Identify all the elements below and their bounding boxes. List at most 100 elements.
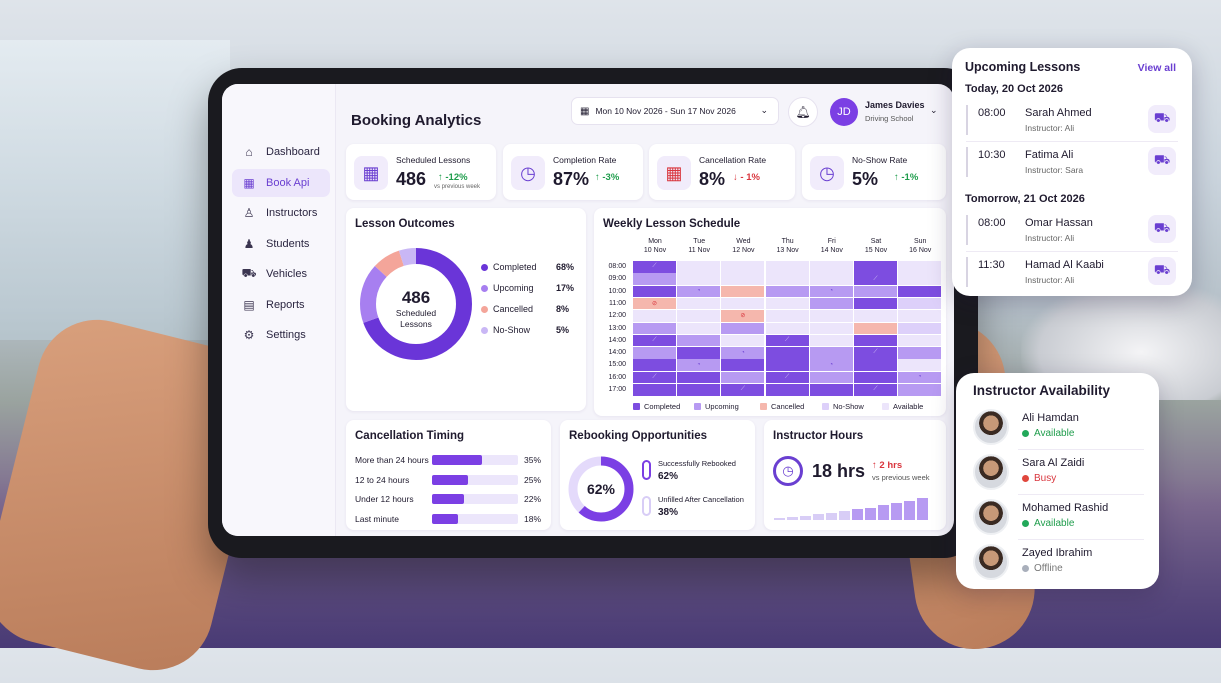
- schedule-cell[interactable]: [765, 359, 809, 371]
- schedule-cell[interactable]: [809, 384, 853, 396]
- schedule-cell[interactable]: ◔: [677, 359, 721, 371]
- schedule-cell[interactable]: [765, 261, 809, 273]
- schedule-cell[interactable]: ⟋: [765, 371, 809, 384]
- schedule-cell[interactable]: [898, 322, 942, 335]
- schedule-cell[interactable]: ⟋: [721, 384, 765, 396]
- schedule-cell[interactable]: [677, 310, 721, 322]
- schedule-cell[interactable]: [854, 297, 897, 310]
- schedule-cell[interactable]: [677, 347, 721, 359]
- sidebar-item-students[interactable]: ♟ Students: [232, 230, 330, 258]
- schedule-cell[interactable]: [809, 322, 853, 335]
- schedule-cell[interactable]: [633, 384, 676, 396]
- schedule-cell[interactable]: [677, 322, 721, 335]
- schedule-cell[interactable]: [898, 334, 942, 347]
- schedule-cell[interactable]: [677, 384, 721, 396]
- schedule-cell[interactable]: [809, 273, 853, 285]
- sidebar-item-vehicles[interactable]: ⛟ Vehicles: [232, 260, 330, 288]
- schedule-cell[interactable]: [721, 297, 765, 310]
- schedule-cell[interactable]: [809, 334, 853, 347]
- schedule-cell[interactable]: [721, 273, 765, 285]
- schedule-cell[interactable]: [854, 359, 897, 371]
- instructor-row[interactable]: Zayed Ibrahim Offline: [956, 544, 1159, 586]
- instructor-row[interactable]: Sara Al Zaidi Busy: [956, 454, 1159, 496]
- schedule-cell[interactable]: [854, 322, 897, 335]
- schedule-cell[interactable]: ◔: [809, 359, 853, 371]
- schedule-cell[interactable]: [809, 310, 853, 322]
- schedule-cell[interactable]: ◔: [721, 347, 765, 359]
- upcoming-lesson-row[interactable]: 08:00 Sarah Ahmed Instructor: Ali ⛟: [952, 103, 1192, 143]
- schedule-cell[interactable]: [809, 261, 853, 273]
- schedule-cell[interactable]: [898, 261, 942, 273]
- sidebar-item-reports[interactable]: ▤ Reports: [232, 291, 330, 319]
- schedule-cell[interactable]: ◔: [677, 285, 721, 298]
- avatar[interactable]: JD: [830, 98, 858, 126]
- sidebar-item-book-api[interactable]: ▦ Book Api: [232, 168, 330, 197]
- car-icon[interactable]: ⛟: [1148, 215, 1176, 243]
- schedule-cell[interactable]: [633, 273, 676, 285]
- schedule-cell[interactable]: [633, 285, 676, 298]
- date-range-picker[interactable]: ▦ Mon 10 Nov 2026 - Sun 17 Nov 2026 ⌄: [571, 97, 779, 125]
- schedule-cell[interactable]: [721, 285, 765, 298]
- schedule-cell[interactable]: [898, 310, 942, 322]
- schedule-cell[interactable]: [721, 334, 765, 347]
- instructor-row[interactable]: Mohamed Rashid Available: [956, 499, 1159, 541]
- instructor-row[interactable]: Ali Hamdan Available: [956, 409, 1159, 451]
- schedule-cell[interactable]: ⟋: [854, 384, 897, 396]
- car-icon[interactable]: ⛟: [1148, 105, 1176, 133]
- schedule-cell[interactable]: [854, 285, 897, 298]
- schedule-cell[interactable]: [677, 334, 721, 347]
- schedule-cell[interactable]: [898, 347, 942, 359]
- schedule-cell[interactable]: ◔: [898, 371, 942, 384]
- schedule-cell[interactable]: [898, 285, 942, 298]
- schedule-cell[interactable]: [809, 347, 853, 359]
- schedule-cell[interactable]: [721, 322, 765, 335]
- schedule-cell[interactable]: [854, 371, 897, 384]
- schedule-cell[interactable]: [765, 347, 809, 359]
- schedule-cell[interactable]: [765, 384, 809, 396]
- schedule-cell[interactable]: [677, 297, 721, 310]
- car-icon[interactable]: ⛟: [1148, 147, 1176, 175]
- schedule-cell[interactable]: ⟋: [854, 347, 897, 359]
- schedule-cell[interactable]: [765, 273, 809, 285]
- schedule-cell[interactable]: [633, 322, 676, 335]
- bell-icon[interactable]: 🔔︎: [788, 97, 818, 127]
- schedule-cell[interactable]: [677, 261, 721, 273]
- schedule-cell[interactable]: [633, 347, 676, 359]
- upcoming-lesson-row[interactable]: 08:00 Omar Hassan Instructor: Ali ⛟: [952, 213, 1192, 253]
- schedule-cell[interactable]: [854, 261, 897, 273]
- schedule-cell[interactable]: ◔: [809, 285, 853, 298]
- schedule-cell[interactable]: [633, 310, 676, 322]
- schedule-cell[interactable]: [677, 371, 721, 384]
- upcoming-lesson-row[interactable]: 10:30 Fatima Ali Instructor: Sara ⛟: [952, 145, 1192, 185]
- car-icon[interactable]: ⛟: [1148, 257, 1176, 285]
- schedule-cell[interactable]: [633, 359, 676, 371]
- schedule-cell[interactable]: [898, 273, 942, 285]
- schedule-cell[interactable]: [809, 297, 853, 310]
- schedule-cell[interactable]: ⟋: [854, 273, 897, 285]
- schedule-cell[interactable]: [854, 334, 897, 347]
- schedule-cell[interactable]: ⟋: [633, 261, 676, 273]
- schedule-cell[interactable]: ⟋: [633, 371, 676, 384]
- schedule-cell[interactable]: ⟋: [765, 334, 809, 347]
- schedule-cell[interactable]: [898, 359, 942, 371]
- schedule-cell[interactable]: ⊘: [721, 310, 765, 322]
- schedule-cell[interactable]: ⊘: [633, 297, 676, 310]
- view-all-link[interactable]: View all: [1137, 62, 1176, 74]
- sidebar-item-settings[interactable]: ⚙ Settings: [232, 321, 330, 349]
- schedule-cell[interactable]: [765, 322, 809, 335]
- schedule-cell[interactable]: [721, 359, 765, 371]
- schedule-cell[interactable]: [677, 273, 721, 285]
- schedule-cell[interactable]: ⟋: [633, 334, 676, 347]
- schedule-cell[interactable]: [854, 310, 897, 322]
- upcoming-lesson-row[interactable]: 11:30 Hamad Al Kaabi Instructor: Ali ⛟: [952, 255, 1192, 295]
- schedule-cell[interactable]: [898, 384, 942, 396]
- schedule-cell[interactable]: [721, 371, 765, 384]
- schedule-cell[interactable]: [765, 285, 809, 298]
- schedule-cell[interactable]: [765, 297, 809, 310]
- schedule-cell[interactable]: [721, 261, 765, 273]
- schedule-cell[interactable]: [898, 297, 942, 310]
- sidebar-item-dashboard[interactable]: ⌂ Dashboard: [232, 138, 330, 166]
- schedule-cell[interactable]: [809, 371, 853, 384]
- user-menu-chevron-icon[interactable]: ⌄: [930, 105, 938, 115]
- sidebar-item-instructors[interactable]: ♙ Instructors: [232, 199, 330, 227]
